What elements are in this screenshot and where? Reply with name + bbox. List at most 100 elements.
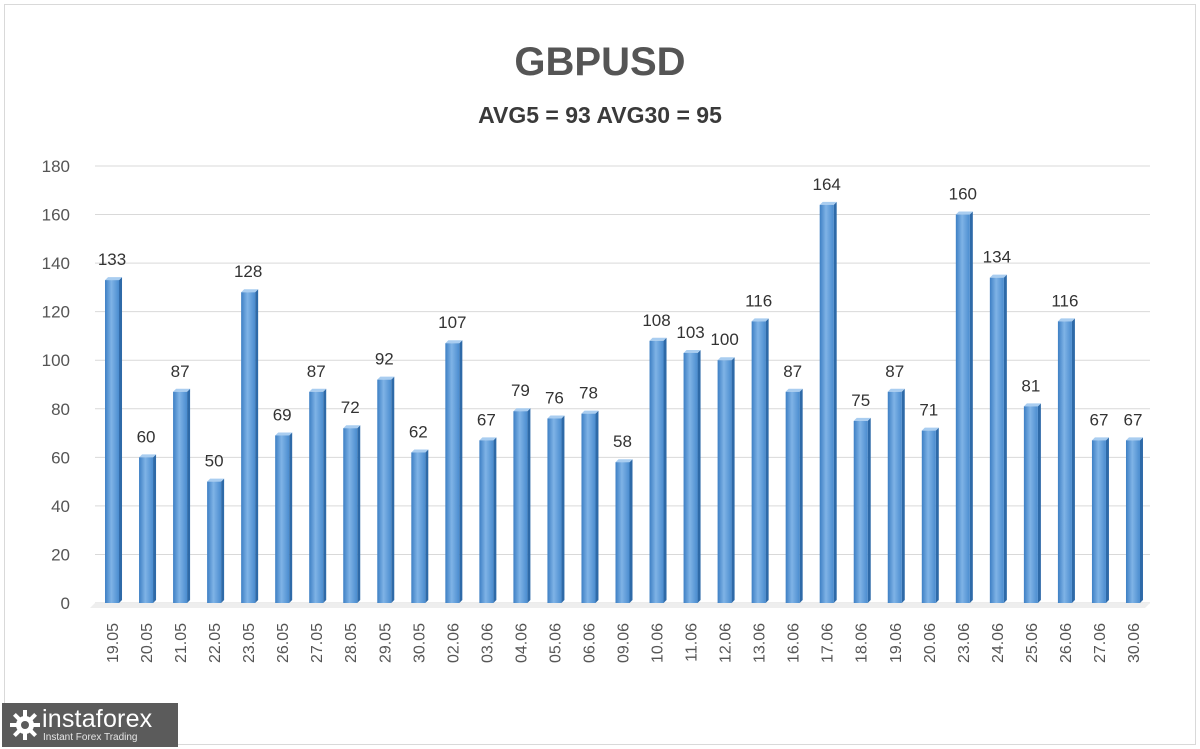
y-tick-label: 60 (51, 448, 70, 467)
x-tick-label: 26.05 (275, 623, 292, 663)
bar-front (275, 435, 290, 603)
bar-front (207, 481, 222, 603)
x-tick-label: 28.05 (343, 623, 360, 663)
x-tick-label: 02.06 (445, 623, 462, 663)
bar-front (547, 418, 562, 603)
bar (1023, 403, 1041, 603)
bar (275, 432, 293, 603)
bar-front (241, 292, 256, 603)
bar-top (309, 388, 327, 392)
x-tick-label: 19.06 (888, 623, 905, 663)
bar-top (105, 277, 123, 281)
bar-side (595, 410, 599, 603)
bar-side (833, 201, 837, 603)
chart-subtitle: AVG5 = 93 AVG30 = 95 (478, 102, 722, 128)
bar-side (1037, 403, 1041, 603)
bar-side (493, 437, 497, 603)
data-label: 160 (949, 185, 977, 204)
data-label: 72 (341, 398, 360, 417)
data-label: 71 (919, 401, 938, 420)
bar-side (901, 388, 905, 603)
bar-front (989, 277, 1004, 603)
bar-top (343, 425, 361, 429)
bar (139, 454, 157, 603)
bar-side (425, 449, 429, 603)
x-tick-label: 30.05 (411, 623, 428, 663)
data-label: 133 (98, 250, 126, 269)
bar-top (411, 449, 429, 453)
x-tick-label: 05.06 (547, 623, 564, 663)
x-tick-label: 04.06 (513, 623, 530, 663)
bar-front (105, 280, 120, 603)
x-tick-label: 27.05 (309, 623, 326, 663)
bar-front (955, 214, 970, 604)
instaforex-logo: instaforex Instant Forex Trading (2, 703, 178, 747)
bar (989, 274, 1007, 603)
bar (343, 425, 361, 603)
bar-front (411, 452, 426, 603)
bar (105, 277, 123, 603)
bar-side (765, 318, 769, 603)
bar-side (1071, 318, 1075, 603)
x-axis: 19.05 20.05 21.05 22.05 23.05 26.05 27.05 28.05… (105, 623, 1143, 663)
x-tick-label: 29.05 (377, 623, 394, 663)
bar-front (785, 391, 800, 603)
y-tick-label: 140 (42, 254, 70, 273)
data-label: 100 (710, 330, 738, 349)
y-axis: 0 20 40 60 80 100 120 140 160 180 (42, 157, 70, 613)
bar-front (751, 321, 766, 603)
data-labels: 133 60 87 50 128 69 87 72 92 62 107 67 79 76 78 58 108 10… (98, 175, 1143, 471)
x-tick-label: 26.06 (1058, 623, 1075, 663)
data-label: 78 (579, 384, 598, 403)
y-tick-label: 20 (51, 545, 70, 564)
bar-top (921, 427, 939, 431)
gear-icon (10, 710, 40, 740)
bar (921, 427, 939, 603)
x-tick-label: 23.05 (241, 623, 258, 663)
bar-side (459, 340, 463, 603)
bar-front (819, 204, 834, 603)
bar (479, 437, 497, 603)
bar-front (921, 430, 936, 603)
bar-front (615, 462, 630, 603)
x-tick-label: 03.06 (479, 623, 496, 663)
bar (887, 388, 905, 603)
bar-top (207, 478, 225, 482)
y-tick-label: 120 (42, 303, 70, 322)
bar-top (989, 274, 1007, 278)
bar-top (1023, 403, 1041, 407)
bar-side (221, 478, 225, 603)
x-tick-label: 21.05 (173, 623, 190, 663)
data-label: 79 (511, 381, 530, 400)
bar-front (853, 420, 868, 603)
bar-side (561, 415, 565, 603)
bar-top (819, 201, 837, 205)
bar-front (1023, 406, 1038, 603)
bar-side (255, 289, 259, 603)
bar-top (581, 410, 599, 414)
y-tick-label: 180 (42, 157, 70, 176)
bar-side (1139, 437, 1143, 603)
bar (513, 408, 531, 603)
bar-side (119, 277, 123, 603)
bar-top (1091, 437, 1109, 441)
x-tick-label: 16.06 (786, 623, 803, 663)
bar-side (187, 388, 191, 603)
x-tick-label: 17.06 (820, 623, 837, 663)
x-tick-label: 18.06 (854, 623, 871, 663)
logo-name: instaforex (42, 705, 153, 733)
gridlines (90, 165, 1150, 608)
bar (819, 201, 837, 603)
bar-front (139, 457, 154, 603)
bar-front (1091, 440, 1106, 603)
bar-front (343, 428, 358, 603)
bar-front (683, 352, 698, 603)
bar (309, 388, 327, 603)
data-label: 92 (375, 350, 394, 369)
bar-top (377, 376, 395, 380)
bar-front (173, 391, 188, 603)
bar-top (1125, 437, 1143, 441)
bar-front (513, 411, 528, 603)
chart-title: GBPUSD (514, 40, 686, 84)
bar-top (853, 417, 871, 421)
